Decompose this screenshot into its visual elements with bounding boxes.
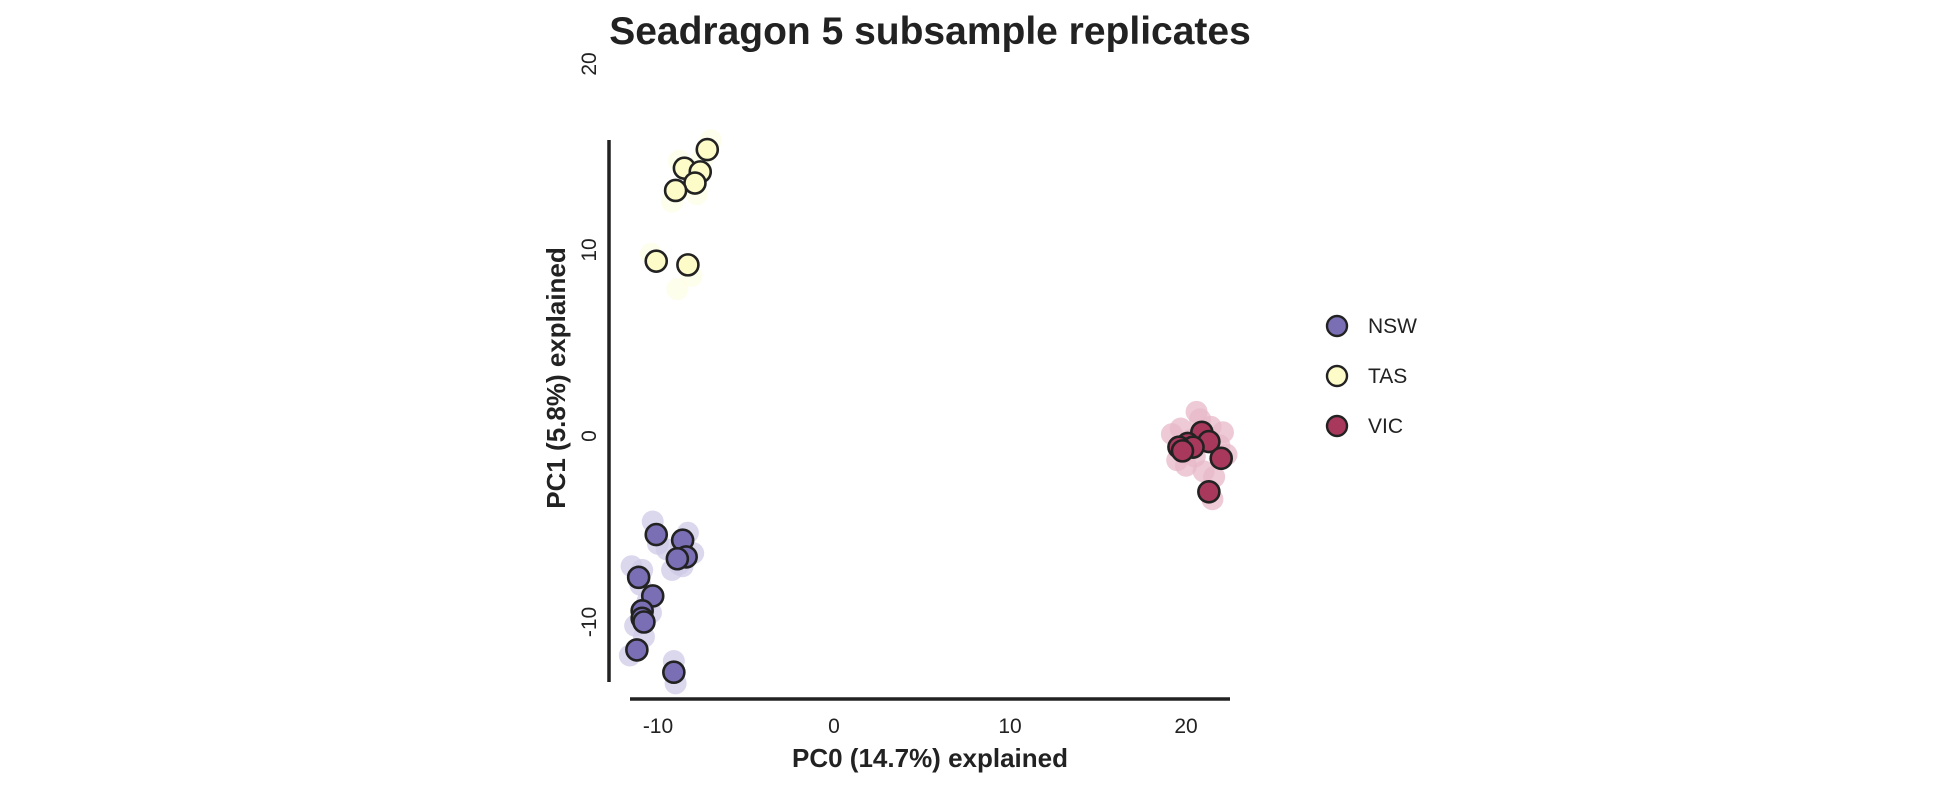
replicate-points xyxy=(618,129,1238,695)
sample-point-vic xyxy=(1197,479,1221,504)
sample-points xyxy=(625,137,1233,685)
sample-point-vic xyxy=(1170,439,1195,463)
legend-marker-nsw xyxy=(1325,314,1349,338)
x-tick-label: -10 xyxy=(643,715,673,738)
replicate-point-tas xyxy=(666,278,689,301)
sample-point-nsw xyxy=(665,546,690,571)
sample-point-nsw xyxy=(632,610,656,634)
chart-title: Seadragon 5 subsample replicates xyxy=(609,10,1251,53)
sample-point-vic xyxy=(1209,446,1233,471)
y-tick-label: -10 xyxy=(578,607,601,637)
sample-point-nsw xyxy=(662,660,686,685)
y-axis-label: PC1 (5.8%) explained xyxy=(541,247,571,509)
legend-marker-vic xyxy=(1325,414,1349,438)
sample-point-tas xyxy=(644,249,669,273)
y-tick-label: 20 xyxy=(578,52,601,75)
y-tick-label: 0 xyxy=(578,430,601,442)
legend-marker-tas xyxy=(1325,364,1349,388)
y-tick-labels: -10 0 10 20 xyxy=(578,52,601,637)
sample-point-tas xyxy=(695,137,720,162)
sample-point-tas xyxy=(683,171,707,195)
sample-point-nsw xyxy=(626,565,651,590)
x-tick-label: 0 xyxy=(828,715,840,738)
x-tick-label: 20 xyxy=(1174,715,1197,738)
sample-point-nsw xyxy=(644,522,669,547)
x-tick-labels: -10 0 10 20 xyxy=(643,715,1198,738)
sample-point-tas xyxy=(663,178,688,203)
x-tick-label: 10 xyxy=(998,715,1021,738)
legend-label-vic: VIC xyxy=(1368,415,1403,438)
sample-point-nsw xyxy=(625,638,649,662)
legend-label-tas: TAS xyxy=(1368,365,1407,388)
x-axis-label: PC0 (14.7%) explained xyxy=(792,743,1068,773)
legend-label-nsw: NSW xyxy=(1368,315,1417,338)
replicate-point-vic xyxy=(1185,400,1208,423)
legend: NSW TAS VIC xyxy=(1325,314,1417,438)
y-tick-label: 10 xyxy=(578,238,601,261)
sample-point-tas xyxy=(676,253,700,277)
